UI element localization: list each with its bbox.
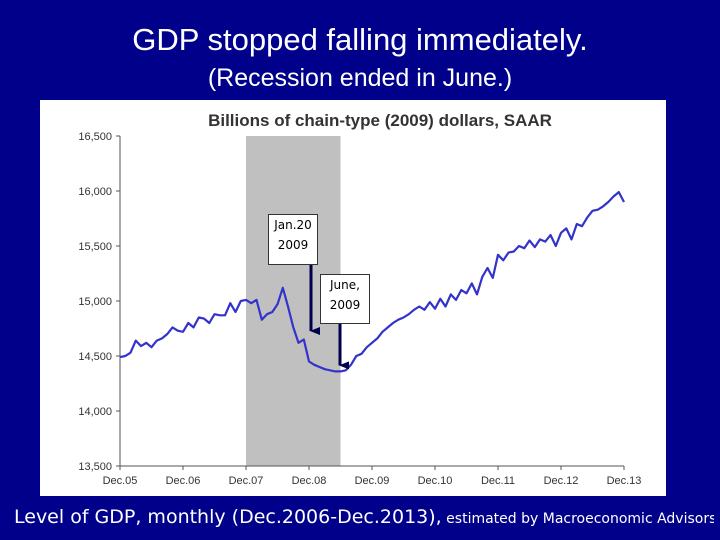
- x-tick-label: Dec.05: [103, 475, 138, 487]
- callout-june-line1: June,: [330, 278, 360, 292]
- chart-title: Billions of chain-type (2009) dollars, S…: [208, 111, 552, 130]
- gdp-series-line: [119, 191, 625, 373]
- caption-source: estimated by Macroeconomic Advisors: [441, 511, 714, 527]
- x-tick-label: Dec.08: [292, 475, 327, 487]
- x-tick-label: Dec.06: [166, 475, 201, 487]
- chart-panel: Dec.05 Dec.06 Dec.07 Dec.08 Dec.09 Dec.10 Dec.…: [40, 100, 666, 496]
- x-tick-label: Dec.07: [229, 475, 264, 487]
- y-tick-label: 14,500: [78, 351, 112, 363]
- x-tick-label: Dec.13: [607, 475, 642, 487]
- y-tick-label: 13,500: [78, 461, 112, 473]
- x-tick-label: Dec.12: [544, 475, 579, 487]
- x-tick-label: Dec.10: [418, 475, 453, 487]
- callout-june-line2: 2009: [329, 298, 361, 312]
- y-tick-label: 15,000: [78, 296, 112, 308]
- y-tick-label: 16,500: [78, 131, 112, 143]
- callout-jan-2009: Jan.20 2009: [268, 214, 318, 265]
- callout-jan-line2: 2009: [277, 238, 309, 252]
- caption-main: Level of GDP, monthly (Dec.2006-Dec.2013…: [14, 506, 442, 528]
- x-tick-label: Dec.09: [355, 475, 390, 487]
- slide-title: GDP stopped falling immediately.: [132, 22, 588, 57]
- callout-june-2009: June, 2009: [320, 274, 370, 324]
- slide-subtitle: (Recession ended in June.): [207, 64, 513, 92]
- callout-jan-line1: Jan.20: [274, 218, 312, 232]
- y-tick-label: 14,000: [78, 406, 112, 418]
- y-tick-label: 15,500: [78, 241, 112, 253]
- x-tick-label: Dec.11: [481, 475, 515, 487]
- slide-caption: Level of GDP, monthly (Dec.2006-Dec.2013…: [14, 506, 714, 528]
- y-tick-label: 16,000: [78, 186, 112, 198]
